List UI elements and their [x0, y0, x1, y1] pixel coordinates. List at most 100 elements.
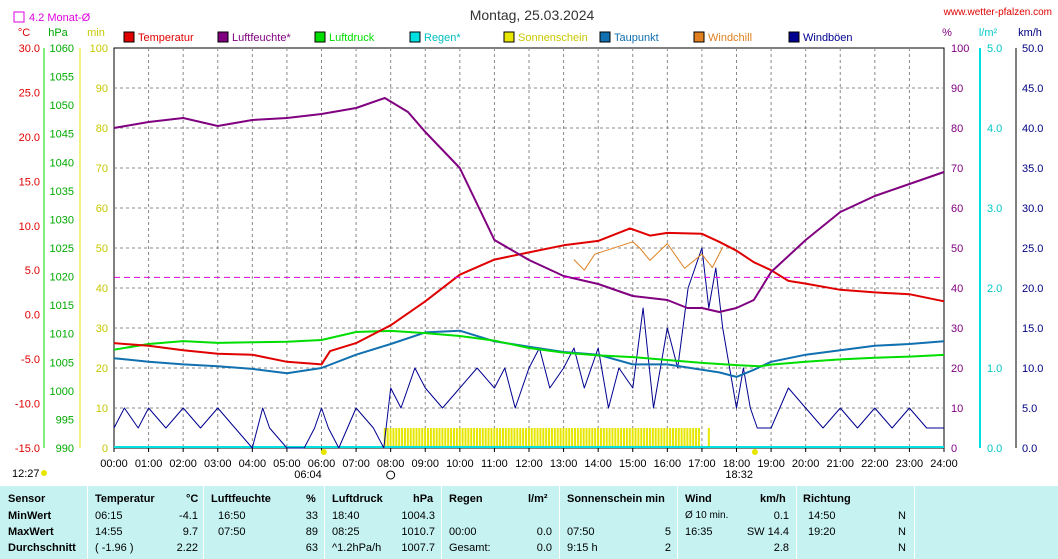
site-url: www.wetter-pfalzen.com — [943, 7, 1052, 18]
pressure-tick-label: 1030 — [50, 214, 74, 226]
humidity-tick-label: 10 — [951, 403, 963, 415]
stats-label: Durchschnitt — [8, 542, 76, 554]
sunshine-bar — [562, 428, 565, 448]
stats-sun-val: 5 — [664, 526, 671, 538]
stats-temp-time: ( -1.96 ) — [95, 542, 134, 554]
pressure-tick-label: 1060 — [50, 43, 74, 55]
sunshine-bar — [427, 428, 430, 448]
stats-hum-time: 07:50 — [218, 526, 246, 538]
stats-label: MaxWert — [8, 526, 54, 538]
sunshine-bar — [455, 428, 458, 448]
stats-wind-val: SW 14.4 — [746, 526, 789, 538]
stats-press-time: 18:40 — [332, 510, 360, 522]
sunshine-bar — [452, 428, 455, 448]
temperature-tick-label: 25.0 — [19, 87, 40, 99]
pressure-tick-label: 1005 — [50, 357, 74, 369]
sunrise-marker — [320, 449, 327, 455]
stats-sun-time: 9:15 h — [567, 542, 598, 554]
pressure-axis-label: hPa — [48, 27, 68, 39]
pressure-tick-label: 1055 — [50, 72, 74, 84]
sunshine-bar — [418, 428, 421, 448]
weather-chart: 00:00 01:00 02:00 03:00 04:00 05:00 06:00 07:00… — [12, 7, 1052, 481]
sunshine-bar — [386, 428, 389, 448]
sunshine-bar — [648, 428, 651, 448]
sunshine-series — [383, 428, 710, 448]
sunshine-bar — [513, 428, 516, 448]
temperature-tick-label: 10.0 — [19, 221, 40, 233]
header-humidity-unit: % — [306, 493, 316, 505]
sunshine-bar — [602, 428, 605, 448]
wind-tick-label: 0.0 — [1022, 443, 1037, 455]
stats-hum-val: 89 — [305, 526, 318, 538]
current-sun-icon — [41, 470, 47, 476]
humidity-tick-label: 30 — [951, 323, 963, 335]
sunshine-bar — [576, 428, 579, 448]
sunshine-bar — [435, 428, 438, 448]
humidity-tick-label: 40 — [951, 283, 963, 295]
sunshine-bar — [556, 428, 559, 448]
humidity-tick-label: 20 — [951, 363, 963, 375]
sunshine-bar — [461, 428, 464, 448]
sunshine-bar — [697, 428, 700, 448]
sunshine-bar — [424, 428, 427, 448]
minutes-tick-label: 80 — [96, 123, 108, 135]
sunshine-bar — [651, 428, 654, 448]
legend-label: Windböen — [803, 32, 853, 44]
wind-tick-label: 40.0 — [1022, 123, 1043, 135]
legend-label: Windchill — [708, 32, 752, 44]
legend-swatch — [123, 31, 135, 43]
x-tick-label: 19:00 — [757, 458, 785, 470]
sunshine-bar — [438, 428, 441, 448]
legend-swatch — [693, 31, 705, 43]
sunshine-bar — [628, 428, 631, 448]
sunshine-bar — [559, 428, 562, 448]
header-rain-unit: l/m² — [528, 493, 548, 505]
sunshine-bar — [637, 428, 640, 448]
wind-axis-label: km/h — [1018, 27, 1042, 39]
stats-wind-time: Ø 10 min. — [685, 510, 729, 521]
stats-temp-time: 14:55 — [95, 526, 123, 538]
x-tick-label: 23:00 — [896, 458, 924, 470]
legend-label: Regen* — [424, 32, 461, 44]
x-tick-label: 09:00 — [411, 458, 439, 470]
sunshine-bar — [412, 428, 415, 448]
stats-temp-val: 9.7 — [182, 526, 198, 538]
sunshine-bar — [625, 428, 628, 448]
stats-rain-val: 0.0 — [536, 542, 552, 554]
x-tick-label: 03:00 — [204, 458, 232, 470]
sunshine-bar — [680, 428, 683, 448]
sunshine-bar — [582, 428, 585, 448]
legend-label: Sonnenschein — [518, 32, 588, 44]
sunshine-bar — [530, 428, 533, 448]
statistics-table: Sensor Temperatur °C Luftfeuchte % Luftd… — [0, 486, 1058, 559]
chart-title: Montag, 25.03.2024 — [470, 7, 595, 23]
minutes-tick-label: 20 — [96, 363, 108, 375]
sunshine-bar — [476, 428, 479, 448]
pressure-tick-label: 1040 — [50, 157, 74, 169]
humidity-tick-label: 60 — [951, 203, 963, 215]
header-pressure: Luftdruck — [332, 493, 383, 505]
rain-tick-label: 3.0 — [987, 203, 1002, 215]
sunshine-bar — [599, 428, 602, 448]
legend-label: Temperatur — [138, 32, 194, 44]
chart-grid — [113, 47, 945, 449]
minutes-tick-label: 90 — [96, 83, 108, 95]
temperature-tick-label: -10.0 — [15, 399, 40, 411]
humidity-tick-label: 70 — [951, 163, 963, 175]
minutes-tick-label: 0 — [102, 443, 108, 455]
stats-dir-val: N — [898, 510, 906, 522]
temperature-tick-label: -15.0 — [15, 443, 40, 455]
stats-rain-val: 0.0 — [536, 526, 552, 538]
series-temperatur — [113, 227, 945, 366]
chart-axes: 00:00 01:00 02:00 03:00 04:00 05:00 06:00 07:00… — [13, 7, 1052, 470]
sunshine-bar — [542, 428, 545, 448]
sunshine-bar — [525, 428, 528, 448]
moon-icon — [386, 470, 396, 480]
temperature-tick-label: 15.0 — [19, 176, 40, 188]
x-tick-label: 24:00 — [930, 458, 958, 470]
sunshine-bar — [533, 428, 536, 448]
sunset-marker — [751, 449, 758, 455]
minutes-tick-label: 30 — [96, 323, 108, 335]
legend-swatch — [217, 31, 229, 43]
series-luftdruck — [113, 329, 945, 368]
